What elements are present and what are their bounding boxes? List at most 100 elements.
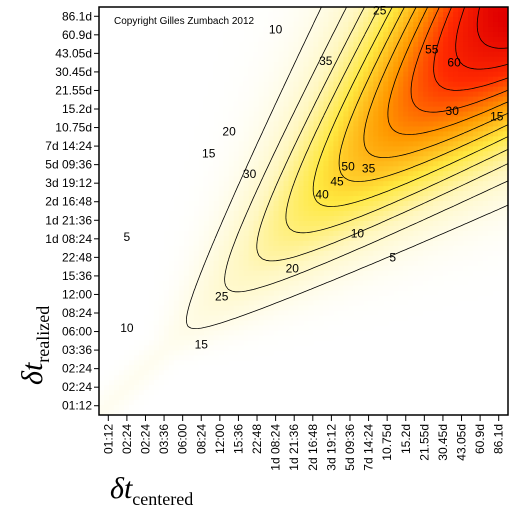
heatmap-cell — [288, 285, 295, 292]
heatmap-cell — [313, 320, 320, 327]
heatmap-cell — [99, 255, 105, 262]
heatmap-cell — [248, 31, 255, 38]
heatmap-cell — [298, 196, 305, 202]
heatmap-cell — [243, 320, 250, 327]
heatmap-cell — [123, 310, 130, 317]
heatmap-cell — [313, 310, 320, 317]
heatmap-cell — [153, 61, 160, 68]
heatmap-cell — [298, 305, 305, 312]
heatmap-cell — [348, 196, 354, 202]
heatmap-cell — [353, 330, 359, 336]
heatmap-cell — [398, 325, 404, 332]
heatmap-cell — [288, 360, 295, 366]
heatmap-cell — [213, 61, 220, 68]
heatmap-cell — [158, 380, 165, 386]
heatmap-cell — [118, 11, 125, 18]
heatmap-cell — [383, 370, 389, 376]
heatmap-cell — [99, 16, 105, 23]
heatmap-cell — [173, 305, 180, 312]
heatmap-cell — [198, 131, 205, 137]
heatmap-cell — [103, 156, 110, 162]
heatmap-cell — [228, 215, 235, 222]
heatmap-cell — [363, 176, 369, 182]
heatmap-cell — [323, 320, 330, 327]
heatmap-cell — [99, 360, 105, 366]
heatmap-cell — [233, 395, 240, 401]
heatmap-cell — [388, 280, 394, 287]
heatmap-cell — [238, 330, 245, 336]
heatmap-cell — [213, 11, 220, 18]
heatmap-cell — [303, 245, 310, 252]
heatmap-cell — [338, 375, 344, 381]
heatmap-cell — [278, 16, 285, 23]
heatmap-cell — [368, 390, 374, 396]
heatmap-cell — [263, 96, 270, 103]
heatmap-cell — [343, 111, 349, 118]
heatmap-cell — [378, 71, 384, 78]
heatmap-cell — [138, 176, 145, 182]
heatmap-cell — [193, 7, 200, 13]
heatmap-cell — [348, 111, 354, 118]
heatmap-cell — [228, 355, 235, 361]
heatmap-cell — [263, 340, 270, 346]
heatmap-cell — [378, 360, 384, 366]
heatmap-cell — [218, 181, 225, 187]
heatmap-cell — [163, 290, 170, 297]
heatmap-cell — [278, 315, 285, 322]
heatmap-cell — [268, 255, 275, 262]
heatmap-cell — [393, 385, 399, 391]
heatmap-cell — [123, 295, 130, 302]
heatmap-cell — [188, 71, 195, 78]
heatmap-cell — [268, 166, 275, 172]
heatmap-cell — [248, 310, 255, 317]
heatmap-cell — [178, 211, 185, 217]
heatmap-cell — [398, 131, 404, 137]
heatmap-cell — [378, 270, 384, 277]
heatmap-cell — [193, 300, 200, 307]
heatmap-cell — [173, 300, 180, 307]
heatmap-cell — [258, 215, 265, 222]
heatmap-cell — [243, 285, 250, 292]
heatmap-cell — [213, 141, 220, 147]
heatmap-cell — [108, 310, 115, 317]
heatmap-cell — [258, 390, 265, 396]
heatmap-cell — [318, 240, 325, 247]
heatmap-cell — [148, 240, 155, 247]
heatmap-cell — [133, 96, 140, 103]
heatmap-cell — [328, 380, 335, 386]
heatmap-cell — [273, 250, 280, 257]
heatmap-cell — [253, 186, 260, 192]
heatmap-cell — [298, 7, 305, 13]
heatmap-cell — [238, 285, 245, 292]
heatmap-cell — [263, 365, 270, 371]
heatmap-cell — [283, 136, 290, 142]
heatmap-cell — [213, 360, 220, 366]
heatmap-cell — [163, 11, 170, 18]
heatmap-cell — [178, 176, 185, 182]
heatmap-cell — [123, 11, 130, 18]
heatmap-cell — [398, 250, 404, 257]
heatmap-cell — [223, 250, 230, 257]
heatmap-cell — [388, 305, 394, 312]
heatmap-cell — [123, 215, 130, 222]
heatmap-cell — [228, 225, 235, 232]
heatmap-cell — [238, 111, 245, 118]
heatmap-cell — [338, 211, 344, 217]
heatmap-cell — [388, 51, 394, 58]
heatmap-cell — [118, 270, 125, 277]
heatmap-cell — [303, 370, 310, 376]
heatmap-cell — [133, 240, 140, 247]
heatmap-cell — [108, 136, 115, 142]
heatmap-cell — [308, 71, 315, 78]
heatmap-cell — [168, 285, 175, 292]
heatmap-cell — [118, 36, 125, 43]
heatmap-cell — [333, 380, 340, 386]
heatmap-cell — [208, 390, 215, 396]
heatmap-cell — [393, 31, 399, 38]
heatmap-cell — [233, 215, 240, 222]
heatmap-cell — [238, 196, 245, 202]
heatmap-cell — [228, 16, 235, 23]
heatmap-cell — [298, 285, 305, 292]
heatmap-cell — [268, 285, 275, 292]
heatmap-cell — [378, 86, 384, 93]
